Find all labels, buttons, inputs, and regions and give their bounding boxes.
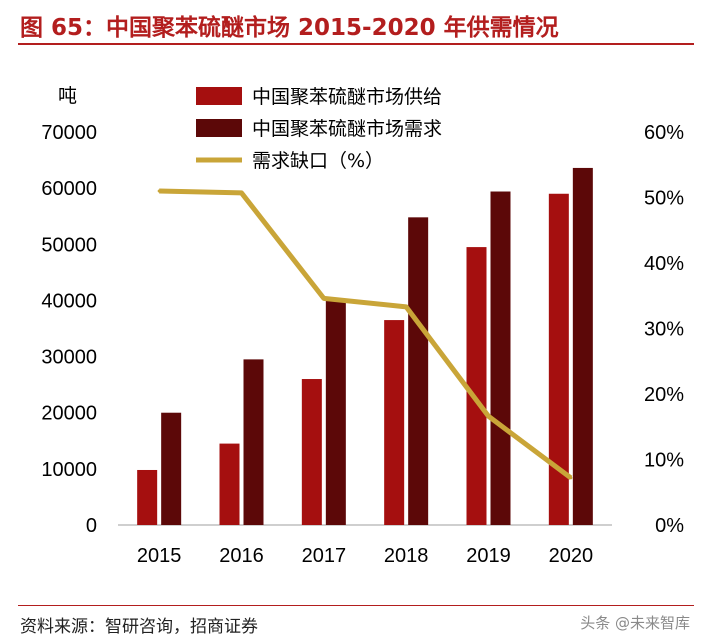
y-tick-label: 60000 bbox=[41, 178, 97, 200]
chart-gap-line bbox=[157, 188, 573, 480]
y2-tick-label: 60% bbox=[644, 122, 684, 144]
demand-bar bbox=[161, 412, 182, 525]
y2-tick-label: 30% bbox=[644, 319, 684, 341]
y-axis-unit: 吨 bbox=[58, 85, 77, 107]
footer-divider bbox=[18, 605, 694, 606]
supply-bar bbox=[384, 320, 405, 525]
gap-point bbox=[322, 296, 326, 300]
y-tick-label: 50000 bbox=[41, 234, 97, 256]
supply-bar bbox=[301, 379, 322, 525]
figure-title: 图 65：中国聚苯硫醚市场 2015-2020 年供需情况 bbox=[20, 15, 559, 41]
legend-swatch-demand bbox=[196, 119, 242, 137]
gap-point bbox=[569, 476, 573, 480]
legend-label: 中国聚苯硫醚市场供给 bbox=[252, 86, 442, 108]
source-note: 资料来源：智研咨询，招商证券 bbox=[20, 617, 258, 637]
supply-bar bbox=[219, 443, 240, 525]
gap-series-line bbox=[159, 188, 573, 480]
y-tick-label: 70000 bbox=[41, 122, 97, 144]
figure-header: 图 65：中国聚苯硫醚市场 2015-2020 年供需情况 bbox=[0, 0, 704, 48]
demand-bar bbox=[490, 191, 511, 526]
x-tick-label: 2019 bbox=[466, 545, 511, 567]
legend-label: 中国聚苯硫醚市场需求 bbox=[252, 118, 442, 140]
y-tick-label: 40000 bbox=[41, 290, 97, 312]
y2-tick-label: 0% bbox=[655, 515, 684, 537]
x-tick-label: 2017 bbox=[302, 545, 347, 567]
y-tick-label: 20000 bbox=[41, 403, 97, 425]
watermark: 头条 @未来智库 bbox=[580, 614, 690, 632]
x-tick-label: 2015 bbox=[137, 545, 182, 567]
chart-bars bbox=[137, 167, 593, 526]
supply-bar bbox=[137, 469, 158, 525]
supply-bar bbox=[466, 247, 487, 526]
gap-point bbox=[487, 414, 490, 418]
gap-point bbox=[157, 189, 161, 193]
y-tick-label: 0 bbox=[86, 515, 97, 537]
x-tick-label: 2018 bbox=[384, 545, 429, 567]
supply-bar bbox=[548, 193, 569, 525]
y-tick-label: 30000 bbox=[41, 347, 97, 369]
x-tick-label: 2020 bbox=[549, 545, 594, 567]
demand-bar bbox=[243, 359, 264, 525]
gap-point bbox=[404, 305, 408, 309]
y2-tick-label: 50% bbox=[644, 188, 684, 210]
demand-bar bbox=[572, 167, 593, 525]
gap-point bbox=[240, 191, 243, 195]
demand-bar bbox=[408, 217, 429, 525]
chart-axes: 0 10000 20000 30000 40000 50000 60000 70000 0% 10… bbox=[41, 85, 684, 567]
y2-tick-label: 20% bbox=[644, 384, 684, 406]
x-tick-label: 2016 bbox=[219, 545, 264, 567]
legend-swatch-supply bbox=[196, 87, 242, 105]
y2-tick-label: 40% bbox=[644, 253, 684, 275]
legend-label: 需求缺口（%） bbox=[252, 150, 384, 172]
y2-tick-label: 10% bbox=[644, 450, 684, 472]
demand-bar bbox=[325, 300, 346, 525]
chart: 0 10000 20000 30000 40000 50000 60000 70000 0% 10… bbox=[41, 85, 684, 567]
y-tick-label: 10000 bbox=[41, 459, 97, 481]
header-divider bbox=[18, 43, 694, 45]
